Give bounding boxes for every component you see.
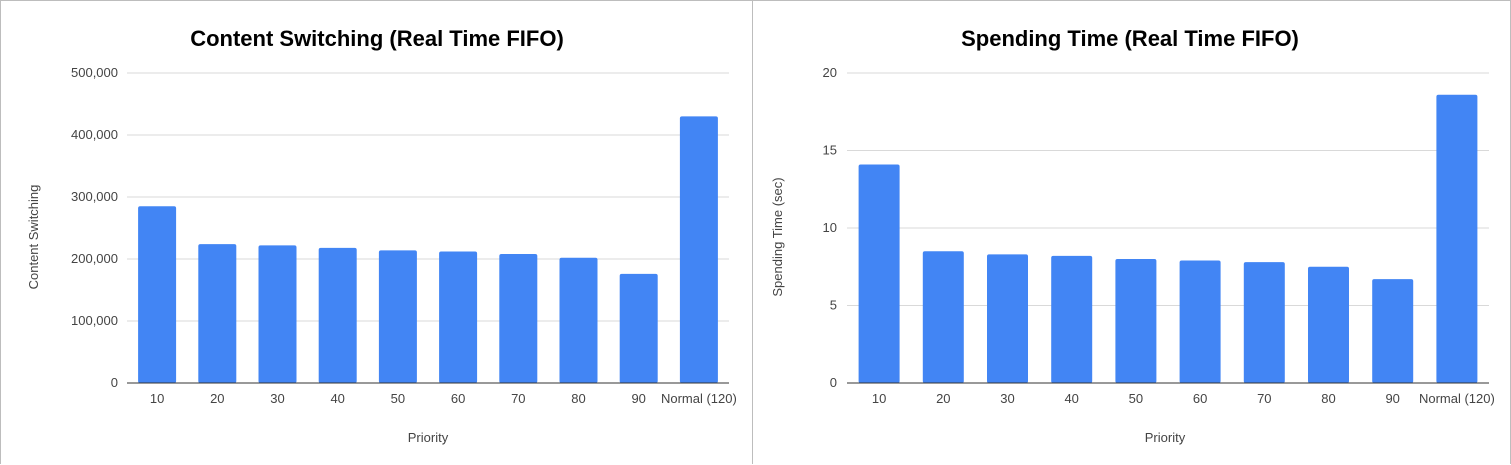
bar	[1436, 94, 1478, 383]
x-tick-label: 90	[631, 391, 645, 406]
bar	[198, 244, 237, 383]
x-tick-label: 10	[872, 391, 886, 406]
x-tick-label: 80	[571, 391, 585, 406]
x-tick-label: 80	[1321, 391, 1335, 406]
y-tick-label: 0	[830, 375, 837, 390]
x-tick-label: 90	[1385, 391, 1399, 406]
y-tick-label: 10	[823, 220, 837, 235]
y-tick-label: 200,000	[71, 251, 118, 266]
bar	[1179, 260, 1221, 383]
y-tick-label: 0	[111, 375, 118, 390]
x-tick-label: 60	[451, 391, 465, 406]
chart-title: Spending Time (Real Time FIFO)	[961, 26, 1299, 51]
y-tick-label: 400,000	[71, 127, 118, 142]
bar	[318, 247, 357, 383]
content-switching-chart: Content Switching (Real Time FIFO) Conte…	[26, 26, 737, 445]
y-tick-label: 5	[830, 298, 837, 313]
plot-area: 0 100,000 200,000 300,000 400,000 500,000 10 20…	[71, 65, 737, 406]
x-axis-label: Priority	[408, 430, 449, 445]
chart-panel-content-switching: Content Switching (Real Time FIFO) Conte…	[0, 0, 752, 464]
bar	[439, 251, 478, 383]
x-tick-label: 50	[1129, 391, 1143, 406]
bar	[138, 206, 177, 383]
x-tick-label: Normal (120)	[661, 391, 737, 406]
x-tick-label: 50	[391, 391, 405, 406]
bar	[987, 254, 1028, 383]
bar	[858, 164, 900, 383]
bar	[619, 273, 658, 383]
bar	[1372, 279, 1414, 383]
x-tick-label: 30	[1000, 391, 1014, 406]
y-tick-label: 100,000	[71, 313, 118, 328]
x-tick-label: 30	[270, 391, 284, 406]
bar	[1308, 266, 1349, 383]
bar	[378, 250, 417, 383]
x-tick-label: 10	[150, 391, 164, 406]
bar	[679, 116, 718, 384]
x-tick-label: 70	[511, 391, 525, 406]
plot-area: 0 5 10 15 20 10 20 30 40 50 60 70 80 90 Normal (120)	[823, 65, 1495, 406]
bar	[1115, 259, 1157, 383]
y-tick-label: 300,000	[71, 189, 118, 204]
bar	[922, 251, 964, 383]
bar	[258, 245, 297, 383]
x-tick-label: 20	[936, 391, 950, 406]
bar	[559, 257, 598, 383]
y-tick-label: 20	[823, 65, 837, 80]
chart-title: Content Switching (Real Time FIFO)	[190, 26, 564, 51]
y-tick-label: 15	[823, 143, 837, 158]
y-axis-label: Content Switching	[26, 185, 41, 290]
bar	[1051, 255, 1093, 383]
x-tick-label: 40	[330, 391, 344, 406]
x-tick-label: 70	[1257, 391, 1271, 406]
chart-panel-spending-time: Spending Time (Real Time FIFO) Spending …	[752, 0, 1511, 464]
x-tick-label: 60	[1193, 391, 1207, 406]
x-axis-label: Priority	[1145, 430, 1186, 445]
x-tick-label: 20	[210, 391, 224, 406]
y-tick-label: 500,000	[71, 65, 118, 80]
spending-time-chart: Spending Time (Real Time FIFO) Spending …	[770, 26, 1495, 445]
x-tick-label: Normal (120)	[1419, 391, 1495, 406]
bar	[499, 254, 538, 383]
bar	[1243, 262, 1285, 383]
x-tick-label: 40	[1064, 391, 1078, 406]
y-axis-label: Spending Time (sec)	[770, 177, 785, 296]
